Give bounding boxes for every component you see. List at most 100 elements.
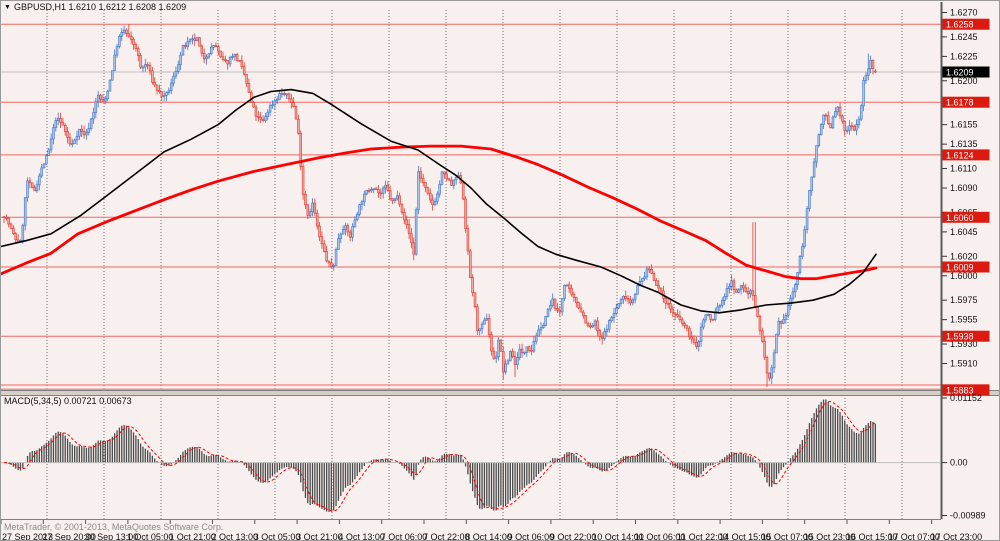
candle-body <box>297 118 300 134</box>
macd-label: MACD(5,34,5) <box>4 396 62 406</box>
candle-body <box>751 290 755 296</box>
time-label: 11 Oct 22:00 <box>677 532 728 541</box>
candle-body <box>21 224 25 241</box>
candle-body <box>711 319 715 321</box>
candle-body <box>370 189 373 192</box>
price-tick-label: 1.6020 <box>950 251 978 261</box>
candle-body <box>494 356 498 359</box>
time-label: 1 Oct 05:00 <box>127 532 174 541</box>
candle-body <box>261 118 265 121</box>
level-price-tag: 1.6060 <box>942 211 990 223</box>
price-tick-label: 1.6090 <box>950 183 978 193</box>
candle-body <box>582 311 585 316</box>
candle-body <box>426 187 430 194</box>
candle-body <box>815 145 818 163</box>
candle-body <box>7 217 10 225</box>
candle-body <box>294 106 298 120</box>
candle-body <box>412 242 416 255</box>
candle-body <box>542 325 545 328</box>
candle-body <box>172 75 175 84</box>
candle-body <box>537 329 540 337</box>
candle-body <box>864 75 868 81</box>
candle-body <box>259 116 262 120</box>
macd-histogram <box>5 399 876 512</box>
candle-body <box>63 124 67 132</box>
candle-body <box>151 70 154 83</box>
candle-body <box>433 201 437 206</box>
candle-body <box>664 297 668 304</box>
panel-separator[interactable] <box>1 391 1000 395</box>
candle-body <box>308 211 312 216</box>
candle-body <box>108 79 112 92</box>
symbol-dropdown-icon[interactable]: ▼ <box>4 4 11 11</box>
svg-text:1.6209: 1.6209 <box>946 68 974 78</box>
candle-body <box>650 269 653 274</box>
candle-body <box>160 91 164 97</box>
candle-body <box>619 299 623 304</box>
candle-body <box>636 285 639 295</box>
candle-body <box>396 195 399 200</box>
candle-body <box>80 128 83 132</box>
candle-body <box>235 54 239 61</box>
candles-layer <box>2 24 877 387</box>
candle-body <box>622 296 625 300</box>
time-label: 9 Oct 06:00 <box>508 532 555 541</box>
candle-body <box>841 115 844 122</box>
candle-body <box>403 212 406 221</box>
candle-body <box>511 351 514 357</box>
candle-body <box>254 106 258 117</box>
time-label: 7 Oct 06:00 <box>381 532 428 541</box>
candle-body <box>122 29 126 33</box>
candle-body <box>504 363 507 373</box>
candle-body <box>452 179 456 186</box>
symbol-period-label: GBPUSD,H1 <box>13 2 66 12</box>
candle-body <box>242 66 246 75</box>
svg-text:1.5883: 1.5883 <box>946 385 974 395</box>
level-price-tag: 1.6178 <box>942 96 990 108</box>
candle-body <box>643 276 646 279</box>
candle-body <box>184 45 187 48</box>
candle-body <box>424 182 427 188</box>
candle-body <box>497 339 500 358</box>
candle-body <box>817 134 821 146</box>
candle-body <box>337 238 340 250</box>
price-tick-label: 1.6245 <box>950 32 978 42</box>
candle-body <box>617 303 620 309</box>
candle-body <box>313 202 317 214</box>
candle-body <box>127 33 131 37</box>
candle-body <box>2 216 6 218</box>
candle-body <box>38 175 41 186</box>
candle-body <box>761 330 764 342</box>
candle-body <box>480 323 484 330</box>
candle-body <box>141 66 145 69</box>
candle-body <box>518 348 521 358</box>
candle-body <box>207 53 211 58</box>
candle-body <box>558 309 562 313</box>
candle-body <box>132 39 135 45</box>
candle-body <box>45 155 48 165</box>
svg-text:1.6124: 1.6124 <box>946 150 974 160</box>
time-label: 17 Oct 23:00 <box>931 532 983 541</box>
candle-body <box>198 37 201 47</box>
time-label: 27 Sep 2013 <box>2 532 53 541</box>
candle-body <box>753 294 757 308</box>
candle-body <box>271 104 274 107</box>
candle-body <box>355 213 359 221</box>
candle-body <box>162 95 166 97</box>
candle-body <box>749 290 752 295</box>
candle-body <box>85 132 88 136</box>
candle-body <box>607 320 611 330</box>
candle-body <box>363 193 366 203</box>
candle-body <box>699 326 703 342</box>
candle-body <box>450 179 453 186</box>
candle-body <box>680 319 684 324</box>
macd-axis[interactable]: 0.01152 0.00 -0.00989 <box>942 393 986 521</box>
price-axis[interactable]: 1.62701.62451.62251.62001.61551.61351.61… <box>942 8 990 396</box>
candle-body <box>304 193 307 206</box>
candle-body <box>299 132 302 167</box>
candle-body <box>631 299 635 304</box>
candle-body <box>129 35 133 40</box>
candle-body <box>136 48 140 56</box>
